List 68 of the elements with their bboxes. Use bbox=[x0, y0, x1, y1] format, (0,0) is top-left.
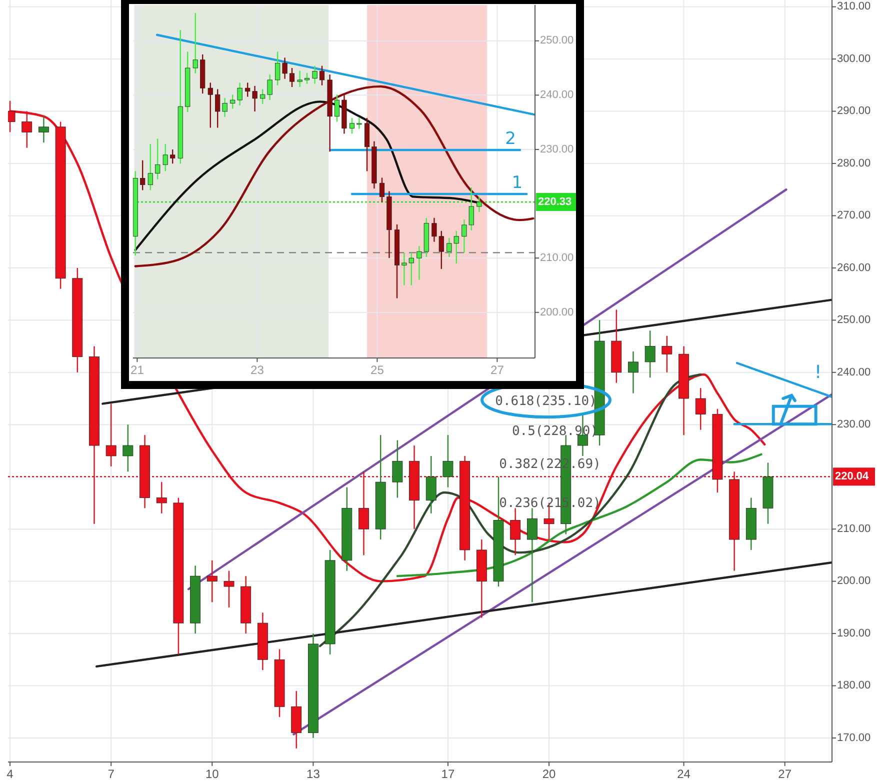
candlestick bbox=[349, 117, 355, 134]
y-tick-label: 270.00 bbox=[837, 210, 871, 222]
y-tick-label: 210.00 bbox=[837, 522, 871, 535]
ref-line-label: 220.33 bbox=[538, 196, 572, 208]
candlestick bbox=[122, 424, 134, 472]
candlestick bbox=[644, 330, 656, 378]
candlestick bbox=[628, 350, 638, 394]
candlestick bbox=[510, 508, 521, 556]
y-tick-label: 210.00 bbox=[540, 252, 574, 264]
x-tick-label: 17 bbox=[441, 767, 455, 781]
x-tick-label: 10 bbox=[205, 767, 220, 781]
candlestick bbox=[156, 481, 167, 514]
y-tick-label: 260.00 bbox=[837, 262, 871, 274]
y-tick-label: 290.00 bbox=[837, 105, 871, 118]
candlestick bbox=[208, 82, 213, 128]
line-series bbox=[396, 453, 762, 578]
y-tick-label: 310.00 bbox=[837, 0, 871, 13]
series-label: 1 bbox=[512, 172, 523, 193]
y-tick-label: 230.00 bbox=[837, 418, 871, 431]
candlestick bbox=[356, 117, 362, 130]
y-tick-label: 250.00 bbox=[837, 314, 871, 326]
y-tick-label: 200.00 bbox=[837, 575, 871, 588]
x-tick-label: 23 bbox=[250, 363, 264, 377]
candlestick bbox=[192, 12, 198, 74]
x-tick-label: 7 bbox=[108, 767, 115, 781]
candlestick bbox=[206, 560, 218, 603]
annotation: ! bbox=[812, 362, 824, 383]
y-tick-label: 240.00 bbox=[540, 89, 574, 102]
y-tick-label: 280.00 bbox=[837, 157, 871, 170]
candlestick bbox=[662, 335, 672, 373]
candlestick bbox=[170, 148, 176, 164]
x-tick-label: 13 bbox=[306, 767, 320, 781]
candlestick bbox=[312, 65, 318, 84]
candlestick bbox=[364, 117, 370, 172]
candlestick bbox=[695, 387, 706, 430]
candlestick bbox=[155, 138, 160, 180]
x-tick-label: 27 bbox=[778, 767, 792, 781]
candlestick bbox=[148, 143, 153, 191]
candlestick bbox=[304, 72, 310, 84]
candlestick bbox=[379, 177, 385, 203]
candlestick bbox=[392, 440, 403, 498]
y-tick-label: 300.00 bbox=[837, 52, 871, 65]
x-tick-label: 25 bbox=[370, 363, 384, 377]
candlestick bbox=[442, 434, 454, 488]
candlestick bbox=[140, 160, 146, 191]
y-tick-label: 230.00 bbox=[540, 143, 574, 156]
candlestick bbox=[426, 455, 436, 514]
x-tick-label: 24 bbox=[677, 767, 691, 781]
y-tick-label: 170.00 bbox=[837, 732, 871, 744]
candlestick bbox=[289, 67, 295, 88]
candlestick bbox=[319, 65, 325, 86]
x-tick-label: 27 bbox=[490, 363, 504, 377]
x-tick-label: 21 bbox=[130, 363, 144, 377]
candlestick bbox=[38, 116, 49, 144]
y-tick-label: 180.00 bbox=[837, 680, 871, 692]
y-tick-label: 250.00 bbox=[540, 34, 574, 47]
candlestick bbox=[162, 143, 168, 172]
y-tick-label: 200.00 bbox=[540, 306, 574, 318]
annotation: 0.618(235.10) bbox=[495, 394, 597, 409]
line-series bbox=[318, 373, 702, 648]
x-tick-label: 4 bbox=[6, 767, 14, 781]
series-label: 2 bbox=[505, 129, 516, 149]
y-tick-label: 240.00 bbox=[837, 366, 871, 378]
x-tick-label: 20 bbox=[542, 767, 556, 781]
candlestick bbox=[224, 570, 234, 608]
y-tick-label: 190.00 bbox=[837, 627, 871, 640]
candlestick bbox=[297, 70, 302, 88]
ref-line-label: 220.04 bbox=[835, 470, 870, 483]
